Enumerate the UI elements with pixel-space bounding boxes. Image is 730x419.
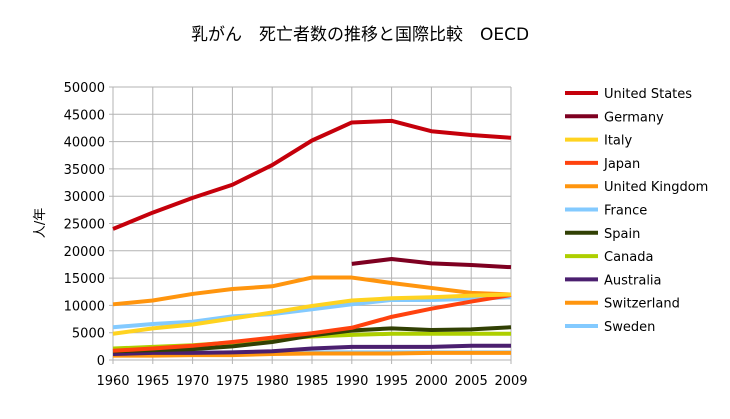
- y-tick-label: 45000: [64, 108, 105, 123]
- series-line-united-states: [112, 118, 512, 231]
- y-tick-label: 10000: [64, 299, 105, 314]
- x-tick-label: 1960: [96, 374, 129, 389]
- y-tick-label: 15000: [64, 272, 105, 287]
- y-tick-label: 0: [97, 354, 105, 369]
- x-tick-label: 1995: [375, 374, 408, 389]
- legend: United States Germany Italy Japan United Kin…: [565, 87, 708, 335]
- y-tick-label: 40000: [64, 136, 105, 151]
- legend-label: Spain: [604, 227, 640, 242]
- series-line-france: [112, 295, 512, 330]
- x-tick-label: 1970: [176, 374, 209, 389]
- x-tick-label: 1980: [256, 374, 289, 389]
- gridlines: [109, 86, 512, 364]
- y-tick-label: 20000: [64, 245, 105, 260]
- legend-label: Sweden: [604, 320, 655, 335]
- chart-title: 乳がん 死亡者数の推移と国際比較 OECD: [191, 25, 529, 45]
- y-tick-label: 5000: [72, 327, 105, 342]
- legend-label: Canada: [604, 250, 653, 265]
- legend-label: Japan: [603, 157, 640, 172]
- series-lines: [112, 118, 512, 358]
- x-tick-label: 2009: [494, 374, 527, 389]
- series-line-japan: [112, 293, 512, 353]
- series-line-australia: [112, 343, 511, 356]
- legend-label: United Kingdom: [604, 180, 708, 195]
- series-line-germany: [351, 256, 512, 270]
- series-line-united-kingdom: [112, 275, 512, 307]
- y-axis-label: 人/年: [33, 208, 48, 238]
- legend-label: Italy: [604, 134, 633, 149]
- x-tick-label: 1985: [295, 374, 328, 389]
- series-line-spain: [112, 325, 512, 354]
- y-tick-label: 35000: [64, 163, 105, 178]
- legend-label: France: [604, 204, 647, 219]
- y-axis-ticks: 0 5000 10000 15000 20000 25000 30000 35000 40000…: [64, 81, 105, 369]
- legend-label: Switzerland: [604, 297, 680, 312]
- y-tick-label: 25000: [64, 218, 105, 233]
- x-tick-label: 1965: [136, 374, 169, 389]
- series-line-italy: [112, 292, 512, 336]
- legend-label: Australia: [604, 273, 662, 288]
- y-tick-label: 50000: [64, 81, 105, 96]
- legend-label: Germany: [604, 110, 664, 125]
- x-tick-label: 1990: [335, 374, 368, 389]
- x-tick-label: 2005: [455, 374, 488, 389]
- series-line-switzerland: [113, 350, 511, 358]
- y-tick-label: 30000: [64, 190, 105, 205]
- x-tick-label: 1975: [216, 374, 249, 389]
- legend-label: United States: [604, 87, 692, 102]
- x-axis-ticks: 1960 1965 1970 1975 1980 1985 1990 1995 2000 2005…: [96, 374, 527, 389]
- x-tick-label: 2000: [415, 374, 448, 389]
